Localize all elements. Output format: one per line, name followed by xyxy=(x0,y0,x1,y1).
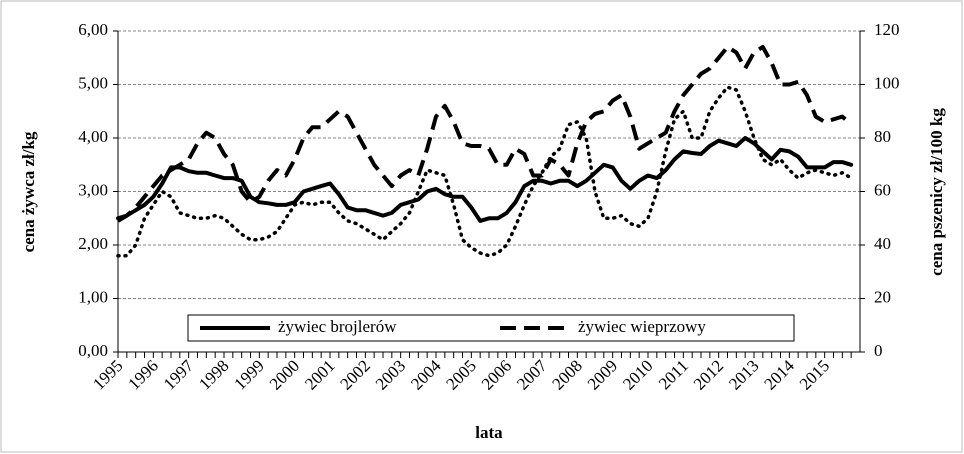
y2-tick-label: 40 xyxy=(874,234,891,253)
legend-label: żywiec wieprzowy xyxy=(578,317,706,336)
y2-tick-label: 0 xyxy=(874,341,883,360)
y2-tick-label: 100 xyxy=(874,73,900,92)
series-line xyxy=(116,136,854,223)
y-axis-title: cena żywca zł/kg xyxy=(19,131,38,252)
y-tick-label: 0,00 xyxy=(78,341,108,360)
y2-tick-label: 120 xyxy=(874,20,900,39)
y-tick-label: 3,00 xyxy=(78,180,108,199)
y-tick-label: 1,00 xyxy=(78,287,108,306)
legend-box xyxy=(187,314,795,342)
y-tick-label: 2,00 xyxy=(78,234,108,253)
y2-tick-label: 80 xyxy=(874,127,891,146)
y2-tick-label: 20 xyxy=(874,287,891,306)
y-tick-label: 6,00 xyxy=(78,20,108,39)
series-line xyxy=(116,45,853,223)
series-line xyxy=(116,85,853,258)
y-tick-label: 4,00 xyxy=(78,127,108,146)
y2-tick-label: 60 xyxy=(874,180,891,199)
y-tick-label: 5,00 xyxy=(78,73,108,92)
x-axis-title: lata xyxy=(475,423,503,442)
legend-label: żywiec brojlerów xyxy=(278,317,397,336)
y2-axis-title: cena pszenicy zł/100 kg xyxy=(927,108,946,276)
